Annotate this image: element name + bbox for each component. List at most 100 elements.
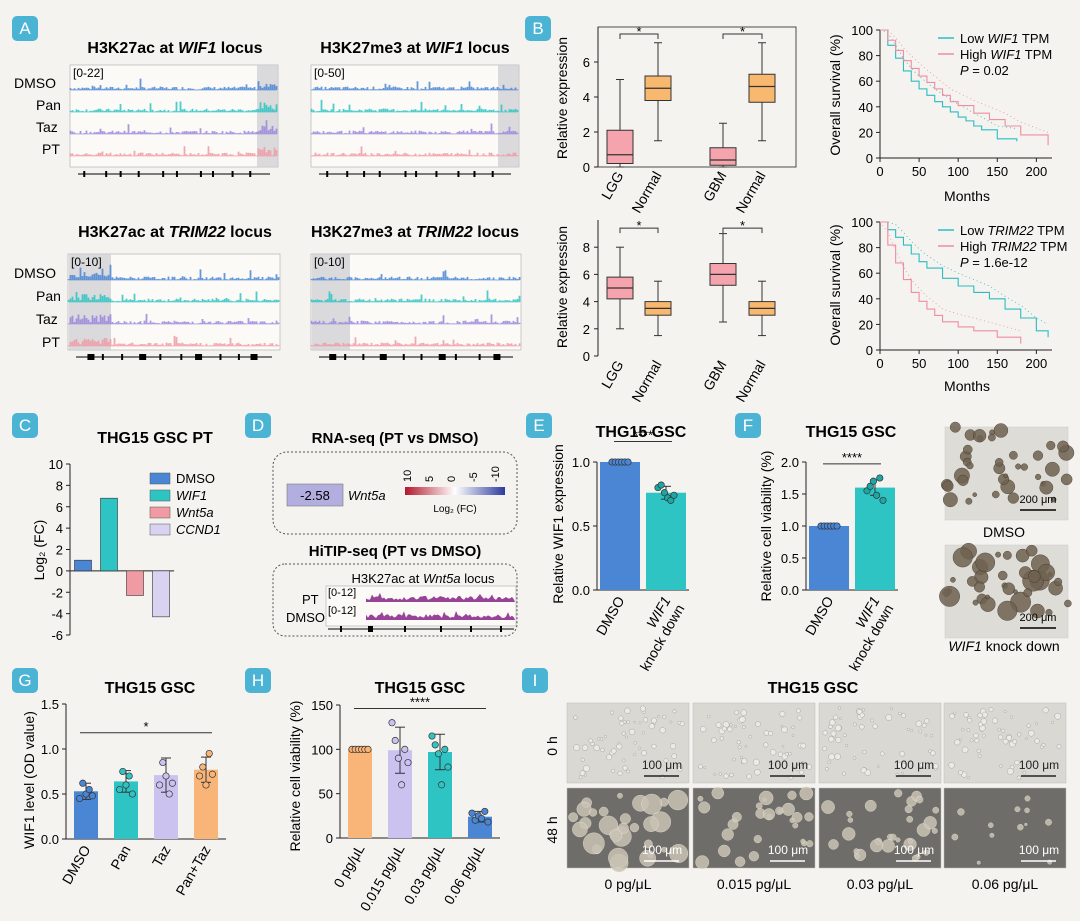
panel-letter-tab [12, 413, 38, 438]
g-point [76, 794, 84, 803]
i-cell [825, 767, 829, 771]
i-cell [717, 844, 731, 858]
i-cell [617, 770, 623, 776]
i-cell [588, 808, 598, 817]
i-scale-label: 100 μm [1019, 843, 1059, 857]
h-point [398, 781, 406, 789]
i-cell [977, 721, 983, 727]
i-scale-label: 100 μm [642, 758, 682, 772]
panel-letters: A B C D E F G H I [12, 16, 761, 693]
c-legend-label: CCND1 [176, 522, 221, 537]
a-exon [195, 354, 203, 360]
f-point [869, 477, 877, 485]
i-cell [593, 744, 600, 752]
i-cell [930, 750, 936, 756]
i-cell [839, 716, 842, 720]
b-category-label: Normal [628, 169, 664, 216]
f-sphere [994, 458, 1004, 467]
a-exon [137, 171, 140, 177]
i-cell [860, 767, 867, 774]
a-exon [162, 171, 165, 177]
f-point [876, 474, 884, 482]
e-tick-label: 0.0 [572, 583, 590, 598]
d-value: -2.58 [300, 488, 330, 503]
i-cell [734, 856, 746, 867]
i-cell [932, 806, 940, 814]
b-tick-label: 4 [583, 90, 590, 105]
b-surv-legend-label: High TRIM22 TPM [960, 239, 1067, 254]
panel-letter-tab [525, 16, 551, 41]
b-surv-tick-label: 60 [859, 74, 873, 89]
h-point [434, 750, 442, 758]
f-sphere [1003, 473, 1009, 479]
d-scale-label: Log₂ (FC) [433, 504, 476, 515]
i-cell [859, 724, 865, 730]
h-point [481, 807, 489, 815]
f-sphere [1035, 473, 1042, 481]
d-exon [340, 626, 342, 632]
i-cell [1035, 722, 1038, 726]
g-tick-label: 1.0 [41, 742, 59, 757]
a-signal-track [310, 146, 519, 157]
i-cell [845, 743, 849, 747]
i-cell [755, 802, 763, 810]
a-exon [87, 354, 95, 360]
b-sig: * [740, 218, 745, 233]
c-legend-label: Wnt5a [176, 505, 214, 520]
i-cell [899, 751, 905, 757]
c-tick-label: 2 [56, 543, 63, 558]
f-sphere [962, 444, 973, 455]
i-cell [907, 838, 913, 844]
i-cell [739, 716, 746, 723]
g-point [88, 792, 96, 800]
a-exon [105, 171, 108, 177]
i-cell [590, 741, 595, 747]
h-point [394, 754, 402, 762]
f-category-label: DMSO [802, 593, 837, 637]
a-exon [457, 171, 460, 177]
i-cell [1042, 707, 1049, 714]
i-cell [846, 810, 853, 818]
f-sphere [1020, 463, 1028, 471]
i-cell [967, 776, 971, 780]
f-tick-label: 0.5 [781, 551, 799, 566]
f-tick-label: 0.0 [781, 583, 799, 598]
i-cell [898, 711, 902, 716]
b-surv-tick-label: 50 [912, 356, 926, 371]
d-track-dmso: DMSO [286, 610, 325, 625]
f-sphere [942, 480, 954, 492]
f-ylabel: Relative cell viability (%) [758, 451, 774, 602]
i-cell [870, 718, 875, 723]
i-cell [763, 742, 769, 748]
i-cell [842, 827, 856, 841]
i-cell [967, 717, 972, 723]
f-sphere [1013, 589, 1018, 595]
i-cell [651, 717, 657, 724]
b-surv-tick-label: 0 [866, 151, 873, 166]
d-exon [440, 626, 442, 632]
c-tick-label: 0 [56, 564, 63, 579]
i-cell [791, 734, 795, 737]
c-ylabel: Log₂ (FC) [31, 520, 47, 581]
e-category-label: DMSO [593, 593, 628, 637]
i-cell [695, 855, 710, 870]
f-sphere [1002, 582, 1016, 595]
i-cell [672, 709, 677, 714]
f-sphere [949, 421, 961, 433]
g-point [119, 767, 127, 776]
a-exon [404, 171, 407, 177]
b-surv-tick-label: 0 [876, 164, 883, 179]
i-cell [662, 715, 667, 720]
a-range: [0-10] [71, 255, 102, 269]
f-sphere [1023, 588, 1033, 598]
i-cell [677, 765, 683, 772]
panel-letter-tab [526, 413, 552, 438]
i-cell [805, 763, 813, 771]
i-cell [619, 813, 631, 825]
i-cell [889, 833, 897, 841]
b-tick-label: 0 [583, 160, 590, 175]
i-cell [791, 811, 803, 823]
a-signal-track [67, 313, 280, 325]
e-bar [646, 492, 686, 590]
